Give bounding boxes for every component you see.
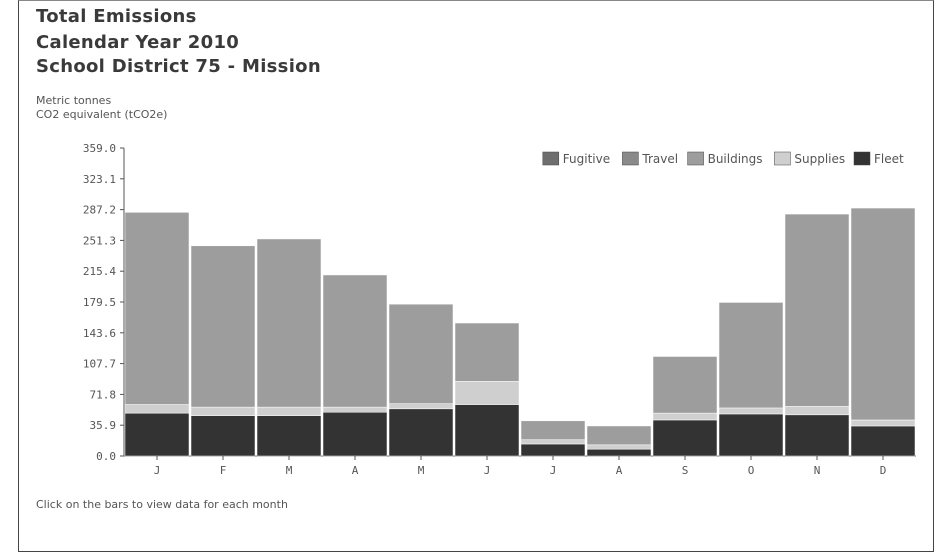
unit-label: Metric tonnes [36, 94, 112, 107]
chart-subtitle-year: Calendar Year 2010 [36, 32, 240, 53]
x-tick-label: J [484, 464, 491, 477]
bar-fleet-4[interactable] [322, 411, 388, 457]
legend-swatch-travel [622, 151, 639, 166]
bar-supplies-8[interactable] [586, 444, 652, 450]
bar-supplies-12[interactable] [850, 419, 916, 427]
x-tick-label: M [418, 464, 425, 477]
x-tick-label: M [286, 464, 293, 477]
bar-buildings-2[interactable] [190, 245, 256, 408]
legend-label-supplies: Supplies [794, 152, 845, 166]
y-tick-label: 359.0 [83, 142, 116, 155]
bar-buildings-8[interactable] [586, 425, 652, 446]
bar-supplies-10[interactable] [718, 407, 784, 415]
bar-buildings-12[interactable] [850, 207, 916, 421]
bar-fleet-8[interactable] [586, 448, 652, 457]
x-tick-label: O [748, 464, 755, 477]
bar-supplies-3[interactable] [256, 406, 322, 416]
chart-title: Total Emissions [36, 6, 197, 27]
bar-fleet-12[interactable] [850, 425, 916, 457]
bar-supplies-2[interactable] [190, 406, 256, 416]
bar-buildings-7[interactable] [520, 420, 586, 440]
y-tick-label: 323.1 [83, 173, 116, 186]
y-tick-label: 215.4 [83, 265, 116, 278]
legend-swatch-fugitive [542, 151, 560, 166]
legend-label-fugitive: Fugitive [563, 152, 610, 166]
bar-supplies-6[interactable] [454, 381, 520, 405]
bar-fleet-1[interactable] [124, 412, 190, 457]
y-tick-label: 107.7 [83, 358, 116, 371]
x-tick-label: F [220, 464, 227, 477]
x-tick-label: S [682, 464, 689, 477]
unit-label-detail: CO2 equivalent (tCO2e) [36, 108, 168, 121]
bar-fleet-5[interactable] [388, 408, 454, 457]
legend-label-fleet: Fleet [874, 152, 904, 166]
y-tick-label: 0.0 [96, 450, 116, 463]
y-tick-label: 35.9 [90, 419, 117, 432]
bar-buildings-11[interactable] [784, 213, 850, 407]
y-tick-label: 251.3 [83, 234, 116, 247]
bar-supplies-1[interactable] [124, 404, 190, 414]
legend-label-travel: Travel [641, 152, 678, 166]
bar-buildings-5[interactable] [388, 303, 454, 404]
legend-swatch-supplies [774, 151, 791, 166]
chart-frame [18, 0, 934, 552]
chart-subtitle-district: School District 75 - Mission [36, 56, 321, 77]
legend-swatch-fleet [853, 151, 871, 166]
bar-buildings-9[interactable] [652, 356, 718, 414]
x-tick-label: J [550, 464, 557, 477]
bar-fleet-9[interactable] [652, 419, 718, 457]
bar-fleet-6[interactable] [454, 404, 520, 457]
bar-buildings-10[interactable] [718, 302, 784, 409]
x-tick-label: A [616, 464, 623, 477]
x-tick-label: J [154, 464, 161, 477]
legend-swatch-buildings [687, 151, 704, 166]
bar-fleet-10[interactable] [718, 413, 784, 457]
bar-buildings-6[interactable] [454, 322, 520, 382]
bar-supplies-11[interactable] [784, 405, 850, 416]
bar-supplies-4[interactable] [322, 406, 388, 413]
bar-fleet-7[interactable] [520, 443, 586, 457]
instruction-note: Click on the bars to view data for each … [36, 498, 288, 511]
bar-supplies-9[interactable] [652, 412, 718, 421]
bar-buildings-4[interactable] [322, 274, 388, 408]
bar-supplies-7[interactable] [520, 439, 586, 445]
y-tick-label: 179.5 [83, 296, 116, 309]
legend-label-buildings: Buildings [708, 152, 763, 166]
bar-buildings-3[interactable] [256, 238, 322, 408]
y-tick-label: 143.6 [83, 327, 116, 340]
bar-supplies-5[interactable] [388, 403, 454, 410]
x-tick-label: N [814, 464, 821, 477]
y-tick-label: 287.2 [83, 204, 116, 217]
bar-fleet-2[interactable] [190, 415, 256, 457]
bar-fleet-3[interactable] [256, 415, 322, 457]
y-tick-label: 71.8 [90, 388, 117, 401]
x-tick-label: D [880, 464, 887, 477]
bar-buildings-1[interactable] [124, 212, 190, 405]
bar-fleet-11[interactable] [784, 414, 850, 457]
x-tick-label: A [352, 464, 359, 477]
